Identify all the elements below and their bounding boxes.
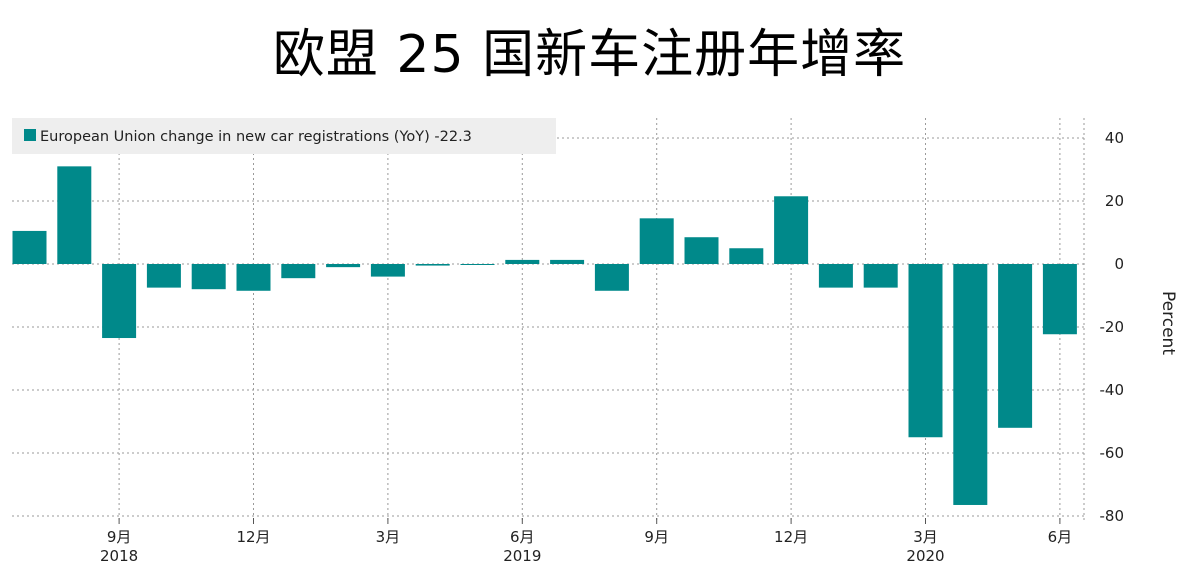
bar [146, 264, 181, 288]
y-tick-label: 20 [1105, 192, 1124, 210]
bars [12, 166, 1077, 505]
y-tick-label: -60 [1100, 444, 1125, 462]
bar [998, 264, 1033, 428]
y-axis-label: Percent [1158, 291, 1178, 355]
bar [908, 264, 943, 438]
x-tick-label: 3月 [376, 528, 401, 546]
bar [236, 264, 271, 291]
x-tick-label: 12月 [236, 528, 270, 546]
bar [729, 248, 764, 264]
x-year-label: 2019 [503, 547, 541, 565]
x-tick-label: 9月 [107, 528, 132, 546]
x-year-label: 2020 [906, 547, 944, 565]
bar [1042, 264, 1077, 335]
bar [774, 196, 809, 264]
bar [550, 259, 585, 264]
y-tick-label: -80 [1100, 507, 1125, 525]
bar [57, 166, 92, 264]
bar [953, 264, 988, 505]
bar [639, 218, 674, 264]
x-tick-label: 12月 [774, 528, 808, 546]
legend-background [12, 118, 556, 154]
bar [818, 264, 853, 288]
bar [281, 264, 316, 279]
chart-title: 欧盟 25 国新车注册年增率 [272, 25, 907, 85]
axes: 40 20 0 -20 -40 -60 -80 9月 12月 3月 6月 9月 12月 3月 6月 2018 2… [100, 129, 1124, 565]
legend-swatch [24, 129, 36, 141]
bar [594, 264, 629, 291]
bar [415, 264, 450, 266]
y-tick-label: 0 [1114, 255, 1124, 273]
legend-label: European Union change in new car registr… [40, 129, 472, 145]
bar [370, 264, 405, 277]
bar [460, 264, 495, 265]
bar [505, 259, 540, 264]
bar [102, 264, 137, 339]
bar [191, 264, 226, 290]
x-tick-label: 6月 [510, 528, 535, 546]
bar [684, 237, 719, 264]
legend: European Union change in new car registr… [12, 118, 556, 154]
bar [12, 230, 47, 264]
y-tick-label: 40 [1105, 129, 1124, 147]
x-tick-label: 3月 [913, 528, 938, 546]
y-tick-label: -20 [1100, 318, 1125, 336]
x-tick-label: 6月 [1048, 528, 1073, 546]
bar [863, 264, 898, 288]
bar [326, 264, 361, 268]
x-year-label: 2018 [100, 547, 138, 565]
x-tick-label: 9月 [644, 528, 669, 546]
y-tick-label: -40 [1100, 381, 1125, 399]
